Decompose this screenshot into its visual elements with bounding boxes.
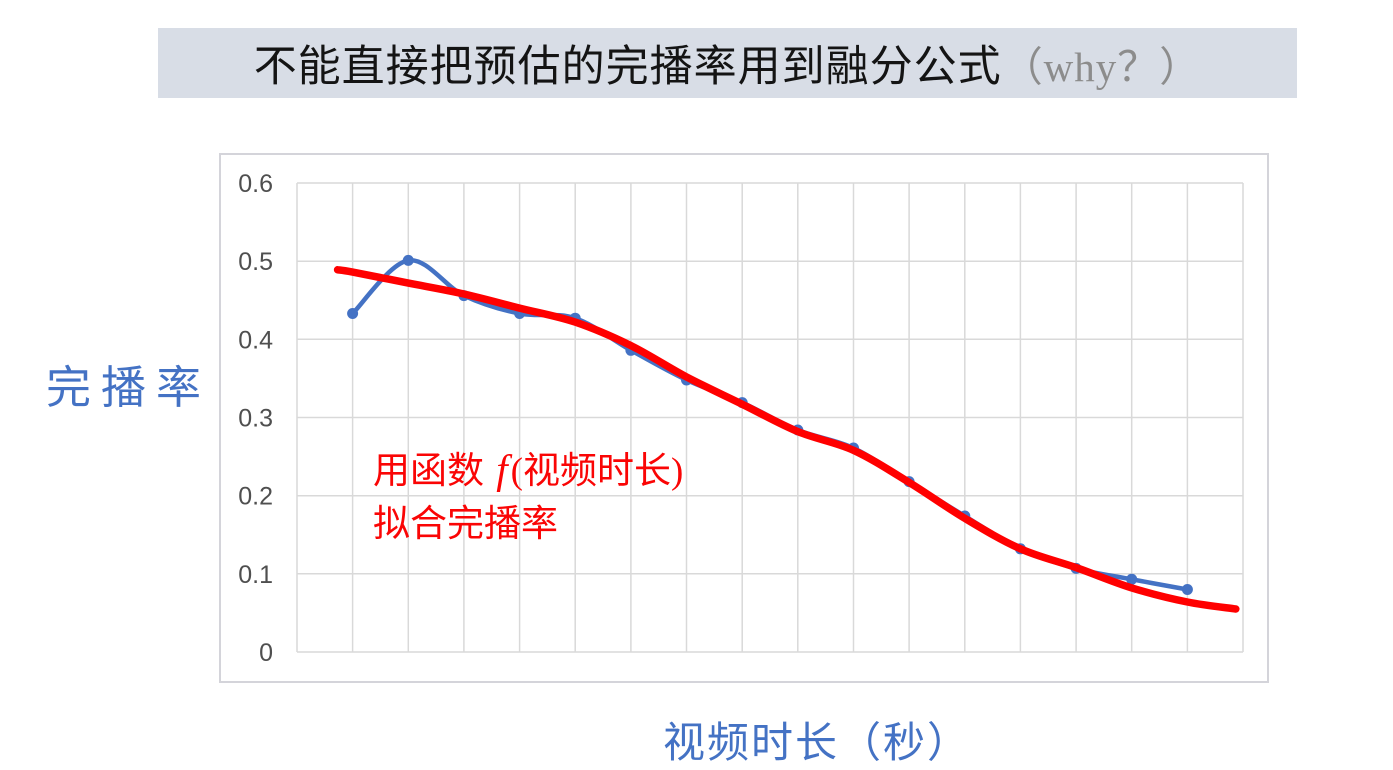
y-axis-label: 完播率 <box>46 363 212 413</box>
title-banner: 不能直接把预估的完播率用到融分公式 （why？） <box>158 28 1297 98</box>
gridlines <box>296 182 1244 653</box>
page-title: 不能直接把预估的完播率用到融分公式 <box>253 44 1002 91</box>
fitted-curve <box>333 266 1240 613</box>
fit-annotation: 用函数 f(视频时长) 拟合完播率 <box>373 443 683 551</box>
y-tick-label: 0 <box>259 639 273 667</box>
fit-annotation-line2: 拟合完播率 <box>373 504 558 545</box>
y-tick-label: 0.5 <box>238 248 273 276</box>
y-tick-label: 0.6 <box>238 170 273 198</box>
annotation-function-f: f <box>496 446 508 492</box>
x-axis-label: 视频时长（秒） <box>663 721 972 767</box>
fit-annotation-line1: 用函数 f(视频时长) <box>373 443 683 498</box>
data-point <box>347 308 359 319</box>
y-tick-labels: 0.6 0.5 0.4 0.3 0.2 0.1 0 <box>238 170 273 667</box>
y-tick-label: 0.4 <box>238 326 273 354</box>
annotation-prefix: 用函数 <box>373 451 494 492</box>
y-tick-label: 0.1 <box>238 561 273 589</box>
plot-svg: 0.6 0.5 0.4 0.3 0.2 0.1 0 <box>238 170 1244 667</box>
data-point <box>1126 573 1138 585</box>
data-point <box>1181 584 1193 595</box>
y-tick-label: 0.2 <box>238 483 273 511</box>
annotation-args: (视频时长) <box>510 451 684 492</box>
title-why-text: （why？） <box>1001 44 1202 90</box>
data-point <box>402 254 414 266</box>
chart-container: 0.6 0.5 0.4 0.3 0.2 0.1 0 用函数 f(视频时长) 拟合完播率 <box>219 153 1269 683</box>
y-tick-label: 0.3 <box>238 405 273 433</box>
